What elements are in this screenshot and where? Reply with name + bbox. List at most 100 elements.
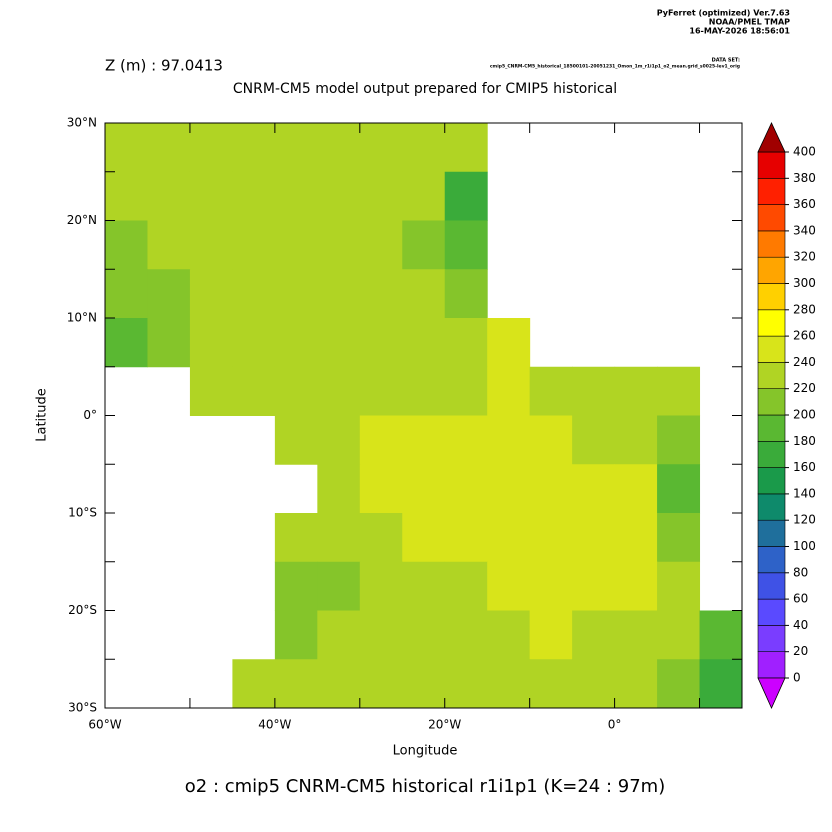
colorbar-band [757,230,786,258]
y-tick-label: 10°S [68,506,97,520]
x-tick-label: 0° [608,718,622,732]
colorbar-label: 220 [793,381,816,395]
cell [105,220,148,270]
cell [699,610,743,660]
cell [147,318,191,368]
cell [572,366,616,416]
colorbar-label: 0 [793,671,801,685]
cell [189,366,233,416]
cell [317,366,361,416]
dataset: cmip5_CNRM-CM5_historical_18500101-20051… [490,64,740,70]
colorbar-band [757,256,786,284]
cell [274,269,318,319]
colorbar-label: 300 [793,276,816,290]
colorbar-label: 40 [793,618,808,632]
cell [232,366,276,416]
colorbar-band [757,388,786,416]
cell [232,659,276,709]
cell [614,464,658,514]
colorbar-label: 400 [793,145,816,159]
y-tick-label: 10°N [67,311,97,325]
cell [274,513,318,563]
cell [359,171,403,221]
colorbar-band [757,598,786,626]
cell [274,171,318,221]
header-line: NOAA/PMEL TMAP [709,18,790,27]
cell [147,123,191,173]
cell [274,415,318,465]
cell [359,318,403,368]
colorbar-band [757,519,786,547]
cell [359,513,403,563]
cell [147,171,191,221]
cell [614,366,658,416]
cell [402,269,446,319]
colorbar-band [757,204,786,232]
colorbar-band [757,546,786,574]
cell [317,513,361,563]
colorbar-label: 20 [793,644,808,658]
colorbar-band [757,178,786,205]
y-tick-label: 30°S [68,701,97,715]
header-line: 16-MAY-2026 18:56:01 [689,27,790,36]
cell [529,366,573,416]
cell [572,659,616,709]
colorbar-band [757,651,786,679]
cell [402,464,446,514]
colorbar-label: 320 [793,250,816,264]
colorbar-band [757,309,786,337]
cell [274,318,318,368]
colorbar-label: 160 [793,460,816,474]
cell [317,610,361,660]
colorbar-label: 140 [793,486,816,500]
cell [444,464,488,514]
y-tick-label: 20°S [68,603,97,617]
cell [614,415,658,465]
cell [274,123,318,173]
cell [189,318,233,368]
cell [189,123,233,173]
cell [359,561,403,611]
cell [529,561,573,611]
cell [359,659,403,709]
x-axis-label: Longitude [393,744,458,759]
colorbar-label: 260 [793,329,816,343]
colorbar-band [757,493,786,521]
cell [657,464,701,514]
cell [189,171,233,221]
cell [444,513,488,563]
y-tick-label: 0° [83,408,97,422]
cell [657,659,701,709]
cell [657,610,701,660]
cell [487,659,531,709]
cell [402,659,446,709]
cell [105,171,148,221]
cell [274,610,318,660]
colorbar-label: 360 [793,197,816,211]
cell [317,561,361,611]
colorbar-label: 240 [793,355,816,369]
cell [572,561,616,611]
cell [317,464,361,514]
cell [444,610,488,660]
cell [444,269,488,319]
cell [274,659,318,709]
cell [614,659,658,709]
colorbar-band [757,440,786,468]
cell [487,610,531,660]
cell [657,366,701,416]
colorbar-band [757,151,786,179]
cell [359,464,403,514]
cell [105,269,148,319]
cell [189,269,233,319]
cell [444,415,488,465]
cell [614,513,658,563]
cell [402,513,446,563]
cell [487,318,531,368]
cell [359,366,403,416]
cell [444,318,488,368]
colorbar-band [757,362,786,389]
cell [529,610,573,660]
cell [529,415,573,465]
